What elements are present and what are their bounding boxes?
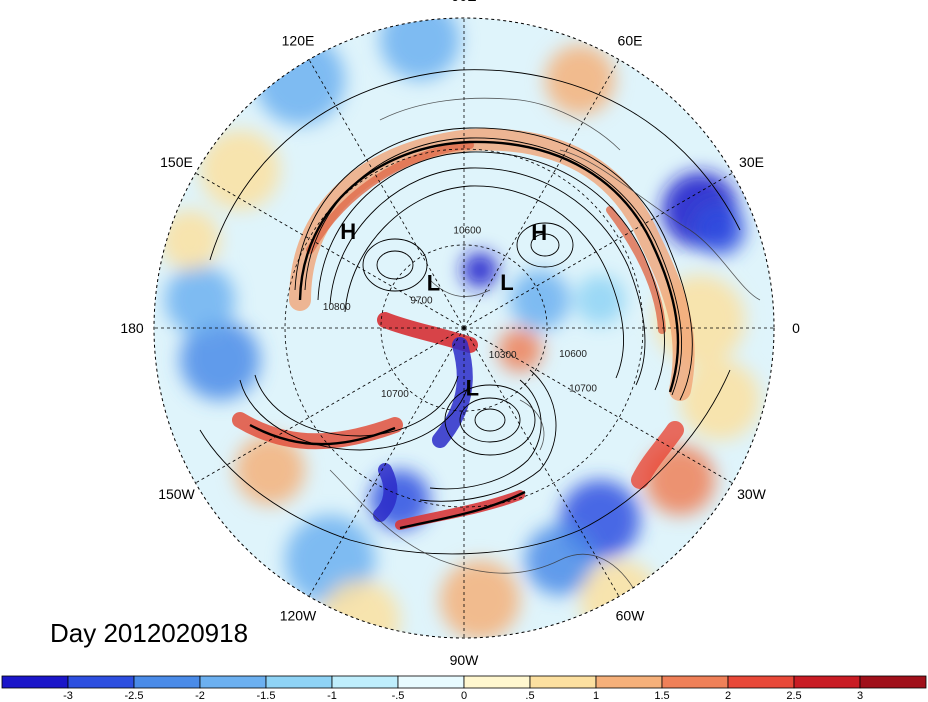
anomaly-blob: [200, 130, 280, 210]
anomaly-blob: [380, 18, 460, 80]
longitude-label: 60W: [616, 608, 646, 624]
coastlines: [329, 97, 761, 601]
parallel-line: [380, 244, 548, 412]
pressure-system-labels: HHL LL: [340, 219, 547, 401]
parallel-line: [284, 148, 644, 508]
colorbar-tick-label: -1.5: [257, 690, 276, 702]
anomaly-blob: [462, 252, 498, 288]
anomaly-blob: [680, 360, 760, 440]
jet-core-contours: [249, 140, 680, 530]
low-pressure-label: L: [500, 270, 513, 295]
colorbar-swatch: [265, 675, 333, 689]
meridian-line: [308, 327, 465, 597]
colorbar-swatch: [331, 675, 399, 689]
colorbar-tick-label: 0: [461, 690, 467, 702]
longitude-label: 120W: [280, 608, 317, 624]
graticule: [154, 18, 774, 638]
colorbar-swatch: [661, 675, 729, 689]
contour-value-label: 10700: [569, 383, 597, 394]
meridian-line: [195, 327, 465, 484]
colorbar-tick-label: .5: [525, 690, 534, 702]
anomaly-blob: [160, 210, 220, 270]
longitude-label: 150E: [160, 154, 193, 170]
day-label: Day 2012020918: [50, 618, 249, 648]
anomaly-blob: [440, 560, 520, 638]
anomaly-blob: [510, 270, 570, 330]
longitude-label: 0: [792, 320, 800, 336]
colorbar-tick-label: -1: [327, 690, 337, 702]
jet-stream-shading: [232, 128, 695, 530]
map-disk: [154, 18, 774, 638]
colorbar-swatch: [727, 675, 795, 689]
anomaly-shading: [160, 18, 760, 638]
longitude-label: 30W: [737, 486, 767, 502]
colorbar-tick-label: -2.5: [125, 690, 144, 702]
colorbar-tick-label: 1: [593, 690, 599, 702]
low-pressure-label: L: [466, 376, 479, 401]
contour-value-label: 10600: [559, 349, 587, 360]
colorbar-swatch: [67, 675, 135, 689]
longitude-label: 90W: [450, 652, 480, 668]
colorbar-tick-label: -3: [63, 690, 73, 702]
meridian-line: [308, 59, 465, 329]
colorbar-tick-labels: -3 -2.5 -2 -1.5 -1 -.5 0 .5 1 1.5 2 2.5 3: [63, 690, 863, 702]
anomaly-blob: [498, 328, 542, 372]
colorbar-swatch: [199, 675, 267, 689]
anomaly-blob: [580, 560, 660, 638]
anomaly-blob: [320, 580, 400, 638]
contour-value-label: 9700: [410, 295, 433, 306]
high-pressure-label: H: [340, 219, 356, 244]
anomaly-blob: [165, 265, 235, 335]
contour-value-label: 10800: [323, 302, 351, 313]
map-boundary: [153, 17, 775, 639]
contour-value-label: 10300: [489, 350, 517, 361]
longitude-label: 180: [120, 320, 144, 336]
colorbar-swatch: [1, 675, 69, 689]
meridian-line: [463, 59, 620, 329]
meridian-line: [463, 327, 733, 484]
colorbar-swatch: [793, 675, 861, 689]
anomaly-blob: [695, 205, 745, 255]
meridian-line: [463, 327, 620, 597]
colorbar-swatch: [397, 675, 465, 689]
colorbar-tick-label: -.5: [392, 690, 405, 702]
meridian-line: [463, 172, 733, 329]
colorbar-swatch: [529, 675, 597, 689]
longitude-label: 120E: [282, 32, 315, 48]
colorbar-tick-label: 3: [857, 690, 863, 702]
colorbar-tick-label: 2.5: [786, 690, 801, 702]
contour-value-label: 10600: [453, 225, 481, 236]
colorbar-swatch: [595, 675, 663, 689]
colorbar-swatch: [133, 675, 201, 689]
meridian-line: [195, 172, 465, 329]
longitude-label: 30E: [739, 154, 764, 170]
longitude-labels: 90E 60E 30E 0 30W 60W 90W 120W 150W 180 150E 120E: [120, 0, 800, 668]
colorbar: [1, 675, 927, 689]
colorbar-swatch: [859, 675, 927, 689]
colorbar-tick-label: 2: [725, 690, 731, 702]
contour-value-label: 10700: [381, 389, 409, 400]
height-contours: [199, 69, 741, 555]
colorbar-tick-label: 1.5: [654, 690, 669, 702]
low-pressure-label: L: [427, 271, 440, 296]
colorbar-swatch: [463, 675, 531, 689]
high-pressure-label: H: [531, 220, 547, 245]
colorbar-tick-label: -2: [195, 690, 205, 702]
anomaly-blob: [645, 445, 715, 515]
anomaly-blob: [255, 35, 345, 125]
anomaly-blob: [575, 275, 625, 325]
longitude-label: 150W: [158, 486, 195, 502]
longitude-label: 90E: [452, 0, 477, 4]
longitude-label: 60E: [618, 32, 643, 48]
contour-labels: 10600 10800 9700 10300 10600 10700 10700: [323, 225, 597, 400]
